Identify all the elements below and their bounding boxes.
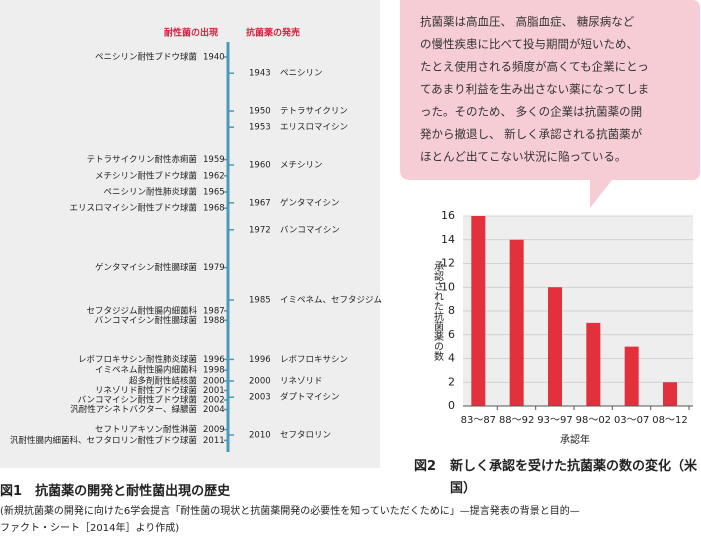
resistance-name: ゲンタマイシン耐性腸球菌 [95, 262, 197, 273]
bar [663, 382, 677, 406]
drug-year: 1996 [249, 355, 271, 365]
resistance-name: セフタジジム耐性腸内細菌科 [86, 305, 197, 316]
drug-year: 1950 [249, 107, 271, 117]
figure1-title: 抗菌薬の開発と耐性菌出現の歴史 [35, 484, 231, 499]
resistance-name: バンコマイシン耐性腸球菌 [95, 315, 197, 326]
bar [509, 239, 524, 406]
resistance-name: イミペネム耐性腸内細菌科 [95, 365, 198, 376]
resistance-year: 2004 [203, 405, 225, 415]
figure: 耐性菌の出現 抗菌薬の発売 承認された抗菌薬の数 承認年 ペニシリン耐性ブドウ球… [0, 0, 700, 468]
x-tick-label: 93～97 [537, 415, 572, 426]
drug-name: ペニシリン [280, 69, 323, 79]
source-line: (新規抗菌薬の開発に向けた6学会提言「耐性菌の現状と抗菌薬開発の必要性を知ってい… [0, 506, 580, 517]
resistance-name: エリスロマイシン耐性ブドウ球菌 [69, 203, 197, 214]
bubble-text: 抗菌薬は高血圧、 高脂血症、 糖尿病など [420, 15, 635, 29]
bar [471, 216, 486, 406]
bar [586, 322, 601, 406]
y-tick-label: 6 [448, 328, 455, 341]
resistance-name: バンコマイシン耐性ブドウ球菌 [78, 395, 197, 406]
x-tick-label: 98～02 [576, 415, 611, 426]
figure2-label: 図2 [414, 459, 437, 474]
timeline-panel [0, 0, 380, 468]
bar [624, 346, 639, 406]
drug-name: ゲンタマイシン [280, 197, 340, 208]
drug-year: 2003 [249, 393, 271, 403]
drug-year: 1972 [249, 225, 271, 235]
resistance-name: メチシリン耐性ブドウ球菌 [95, 170, 197, 181]
drug-year: 1960 [249, 161, 271, 171]
resistance-year: 1979 [203, 263, 225, 273]
y-axis-label: 承認された抗菌薬の数 [432, 261, 444, 362]
drug-name: レボフロキサシン [280, 355, 348, 365]
drug-year: 1967 [249, 198, 271, 208]
bubble-text: 発から撤退し、 新しく承認される抗菌薬が [420, 127, 643, 141]
resistance-year: 2000 [203, 377, 225, 387]
resistance-year: 1968 [203, 204, 225, 214]
y-tick-label: 4 [448, 352, 455, 365]
resistance-year: 1965 [203, 188, 225, 198]
y-tick-label: 8 [448, 304, 455, 317]
y-tick-label: 0 [448, 399, 455, 412]
x-tick-label: 03～07 [614, 415, 649, 426]
drug-year: 2010 [249, 431, 271, 441]
drug-year: 1953 [249, 123, 271, 133]
drug-name: バンコマイシン [280, 225, 340, 235]
figure1-label: 図1 [0, 484, 23, 499]
y-tick-label: 10 [441, 280, 455, 293]
bubble-text: てあまり利益を生み出さない薬になってしま [420, 82, 649, 96]
x-tick-label: 08～12 [652, 415, 687, 426]
drug-year: 1943 [249, 69, 271, 79]
resistance-year: 1996 [203, 355, 225, 365]
x-tick-label: 88～92 [499, 415, 534, 426]
resistance-name: ペニシリン耐性肺炎球菌 [103, 187, 197, 198]
drug-year: 2000 [249, 377, 271, 387]
bubble-text: ほとんど出てこない状況に陥っている。 [420, 150, 626, 164]
resistance-year: 2002 [203, 396, 225, 406]
resistance-year: 1959 [203, 155, 225, 165]
bubble-text: たとえ使用される頻度が高くても企業にとっ [420, 60, 649, 74]
drug-name: セフタロリン [280, 431, 331, 441]
figure1-caption: 図1 抗菌薬の開発と耐性菌出現の歴史 [0, 480, 230, 499]
resistance-year: 2011 [203, 436, 225, 446]
resistance-year: 1940 [203, 53, 225, 63]
resistance-name: セフトリアキソン耐性淋菌 [95, 424, 197, 435]
resistance-name: ペニシリン耐性ブドウ球菌 [95, 52, 197, 63]
resistance-year: 1988 [203, 316, 225, 326]
y-tick-label: 12 [441, 257, 455, 270]
figure2-title: 新しく承認を受けた抗菌薬の数の変化（米国） [450, 459, 698, 496]
drug-name: ダプトマイシン [280, 392, 340, 403]
resistance-name: 超多剤耐性結核菌 [129, 376, 197, 387]
resistance-year: 2001 [203, 386, 225, 396]
resistance-year: 1962 [203, 171, 225, 181]
bubble-text: った。そのため、 多くの企業は抗菌薬の開 [420, 105, 642, 119]
drug-name: エリスロマイシン [280, 123, 348, 133]
drug-name: リネゾリド [280, 377, 323, 387]
y-tick-label: 14 [441, 233, 455, 246]
resistance-year: 1987 [203, 306, 225, 316]
y-tick-label: 16 [441, 209, 455, 222]
y-tick-label: 2 [448, 375, 455, 388]
drug-year: 1985 [249, 296, 271, 306]
bubble-text: の慢性疾患に比べて投与期間が短いため、 [420, 37, 638, 51]
resistance-name: レボフロキサシン耐性肺炎球菌 [78, 354, 197, 365]
right-header: 抗菌薬の発売 [246, 27, 300, 39]
resistance-name: リネゾリド耐性ブドウ球菌 [95, 385, 197, 396]
source-line: ファクト・シート［2014年］より作成) [0, 523, 180, 534]
resistance-name: 汎耐性腸内細菌科、セフタロリン耐性ブドウ球菌 [10, 435, 197, 446]
drug-name: テトラサイクリン [280, 107, 348, 117]
resistance-name: テトラサイクリン耐性赤痢菌 [87, 154, 197, 165]
resistance-year: 1998 [203, 366, 225, 376]
left-header: 耐性菌の出現 [164, 27, 218, 39]
drug-name: イミペネム、セフタジジム [280, 296, 382, 306]
bar [548, 287, 562, 406]
speech-bubble [400, 0, 700, 208]
drug-name: メチシリン [280, 161, 323, 171]
figure2-caption: 図2 新しく承認を受けた抗菌薬の数の変化（米国） [414, 456, 699, 500]
x-axis-label: 承認年 [560, 433, 590, 446]
resistance-name: 汎耐性アシネトバクター、緑膿菌 [70, 404, 197, 415]
resistance-year: 2009 [203, 425, 225, 435]
figure1-source: (新規抗菌薬の開発に向けた6学会提言「耐性菌の現状と抗菌薬開発の必要性を知ってい… [0, 503, 700, 537]
x-tick-label: 83～87 [461, 415, 496, 426]
